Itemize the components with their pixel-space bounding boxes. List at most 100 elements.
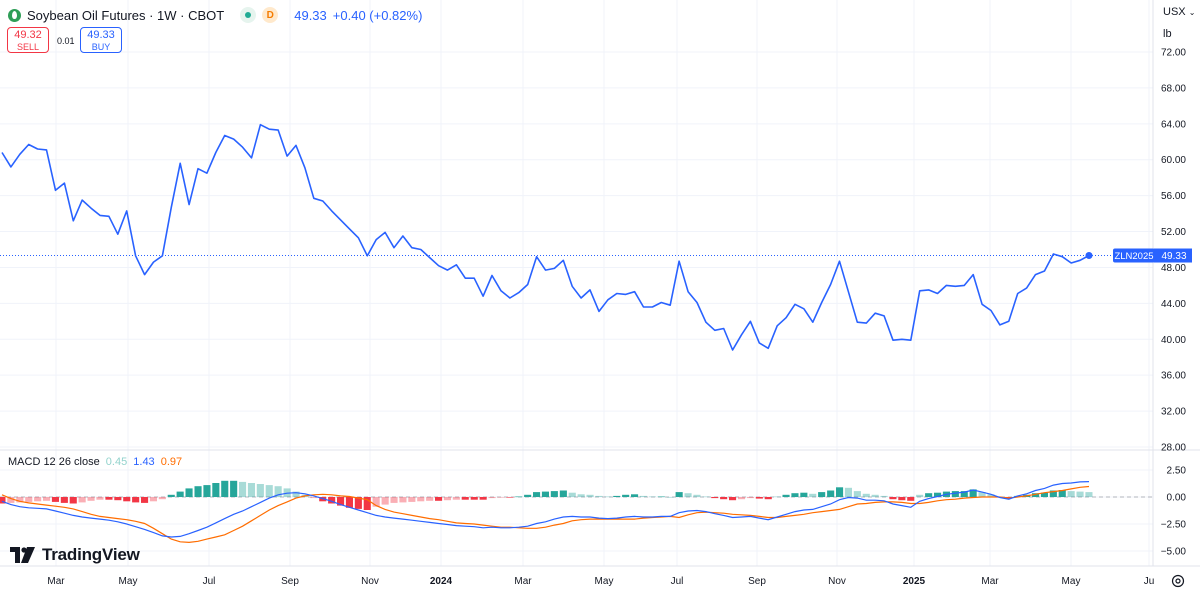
macd-histogram-value: 0.45: [105, 456, 128, 468]
macd-histogram-bar: [622, 494, 630, 497]
chart-header: Soybean Oil Futures · 1W · CBOT D 49.33 …: [8, 6, 422, 24]
price-tick-label: 64.00: [1161, 119, 1186, 130]
macd-histogram-bar: [782, 494, 790, 497]
x-tick-label: May: [1062, 576, 1081, 587]
spread-value: 0.01: [57, 36, 75, 46]
macd-histogram-bar: [871, 494, 879, 497]
tradingview-logo-icon: [10, 547, 35, 563]
macd-histogram-bar: [256, 484, 264, 497]
macd-histogram-bar: [345, 497, 353, 508]
macd-histogram-bar: [426, 497, 434, 501]
macd-histogram-bar: [461, 497, 469, 500]
macd-histogram-bar: [381, 497, 389, 505]
macd-histogram-bar: [239, 481, 247, 497]
last-price: 49.33: [294, 7, 327, 23]
settings-gear-icon[interactable]: [1170, 573, 1186, 589]
macd-histogram-bar: [96, 497, 104, 500]
macd-histogram-bar: [764, 497, 772, 500]
x-tick-label: May: [119, 576, 138, 587]
macd-histogram-bar: [51, 497, 59, 502]
macd-histogram-bar: [247, 483, 255, 497]
delayed-data-badge[interactable]: D: [262, 7, 279, 23]
macd-histogram-bar: [363, 497, 371, 510]
macd-histogram-bar: [265, 485, 273, 497]
macd-histogram-bar: [827, 490, 835, 497]
macd-histogram-bar: [1076, 491, 1084, 497]
macd-histogram-bar: [907, 497, 915, 501]
pane-separators: [0, 0, 1200, 567]
macd-signal-line: [1, 485, 1090, 544]
currency-selector[interactable]: USX ⌄: [1163, 6, 1195, 18]
macd-histogram-bar: [702, 496, 710, 498]
x-tick-label: Nov: [828, 576, 846, 587]
macd-histogram-bar: [149, 497, 157, 502]
currency-label: USX: [1163, 6, 1186, 18]
macd-histogram-bar: [310, 497, 318, 499]
macd-legend[interactable]: MACD 12 26 close 0.45 1.43 0.97: [8, 456, 182, 468]
tradingview-logo[interactable]: TradingView: [10, 545, 140, 565]
macd-histogram-bar: [221, 480, 229, 497]
price-tick-label: 32.00: [1161, 407, 1186, 418]
macd-histogram-bar: [524, 494, 532, 497]
macd-signal-value: 0.97: [160, 456, 183, 468]
macd-histogram-bar: [452, 497, 460, 500]
macd-histogram-bar: [16, 497, 24, 503]
macd-histogram-bar: [141, 497, 149, 503]
buy-button[interactable]: 49.33 BUY: [80, 27, 122, 53]
macd-histogram-bar: [354, 497, 362, 509]
macd-histogram-bar: [746, 497, 754, 499]
macd-histogram-bar: [604, 496, 612, 498]
macd-histogram-bar: [479, 497, 487, 500]
macd-histogram-bar: [675, 492, 683, 497]
macd-histogram-bar: [862, 493, 870, 497]
macd-tick-label: 0.00: [1167, 493, 1187, 504]
macd-histogram-bar: [916, 494, 924, 497]
macd-line-value: 1.43: [133, 456, 155, 468]
macd-histogram-bar: [809, 493, 817, 497]
sell-button[interactable]: 49.32 SELL: [7, 27, 49, 53]
macd-histogram-bar: [844, 487, 852, 497]
macd-histogram-bar: [800, 492, 808, 497]
grid-layer: [0, 0, 1153, 566]
macd-histogram-bar: [176, 491, 184, 497]
chevron-down-icon: ⌄: [1188, 8, 1196, 17]
x-tick-label: May: [595, 576, 614, 587]
price-tags: ZLN2025 49.33: [1113, 248, 1192, 263]
unit-label: lb: [1163, 28, 1172, 40]
macd-histogram-bar: [0, 497, 6, 504]
macd-histogram-bar: [158, 497, 166, 500]
macd-histogram-bar: [230, 480, 238, 497]
macd-histogram-bar: [1040, 492, 1048, 497]
price-tick-label: 28.00: [1161, 443, 1186, 454]
macd-histogram-bar: [666, 497, 674, 498]
macd-histogram-bar: [212, 483, 220, 497]
macd-histogram-bar: [577, 494, 585, 497]
macd-histogram-bar: [292, 491, 300, 497]
macd-histogram-bar: [1058, 490, 1066, 497]
x-tick-label: Mar: [981, 576, 999, 587]
macd-histogram-bar: [969, 489, 977, 497]
macd-histogram-bar: [818, 492, 826, 497]
macd-histogram-bar: [1085, 492, 1093, 497]
macd-histogram-bar: [684, 493, 692, 497]
macd-histogram-bar: [711, 497, 719, 499]
symbol-title[interactable]: Soybean Oil Futures · 1W · CBOT: [27, 7, 225, 23]
sell-label: SELL: [16, 42, 40, 52]
macd-histogram-bar: [586, 494, 594, 497]
macd-histogram-bar: [568, 492, 576, 497]
macd-histogram-bar: [515, 496, 523, 498]
macd-histogram-bar: [408, 497, 416, 502]
price-tick-label: 36.00: [1161, 371, 1186, 382]
last-price-marker: [1085, 252, 1093, 260]
macd-histogram-bar: [1032, 493, 1040, 497]
macd-histogram-bar: [488, 497, 496, 499]
macd-histogram-bar: [648, 496, 656, 498]
macd-histogram-bar: [1067, 491, 1075, 497]
soybean-oil-symbol-icon: [8, 8, 21, 22]
price-series-line: [1, 123, 1090, 351]
macd-histogram-bar: [880, 495, 888, 497]
x-tick-label: Jul: [671, 576, 684, 587]
macd-histogram-bar: [132, 497, 140, 503]
macd-histogram-bar: [435, 497, 443, 501]
